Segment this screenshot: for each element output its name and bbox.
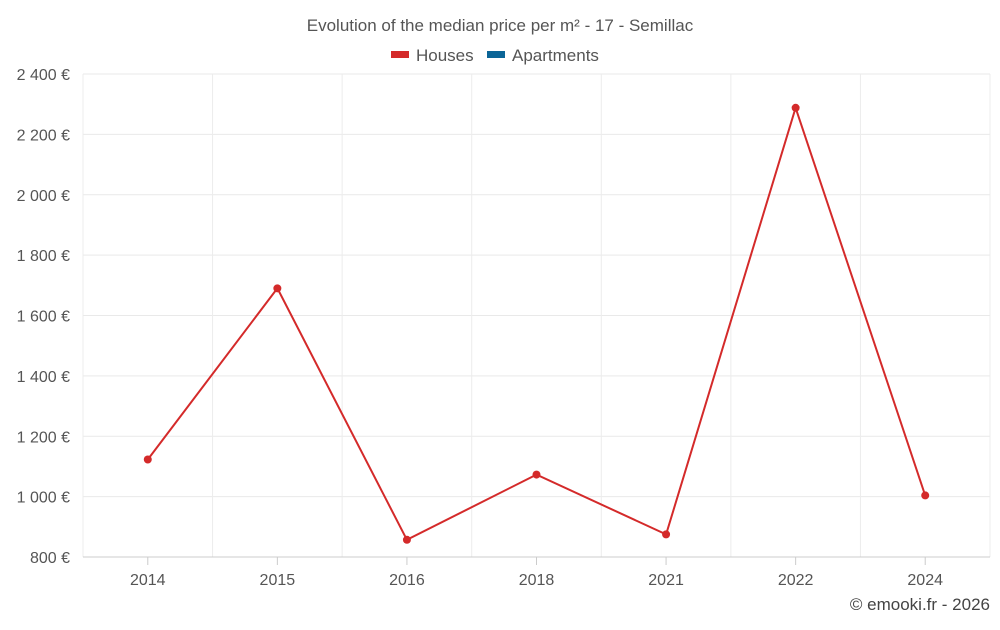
data-point-houses[interactable]	[791, 103, 800, 112]
grid	[82, 73, 991, 557]
y-tick-label: 2 200 €	[17, 127, 70, 144]
axes: 800 € 1 000 € 1 200 € 1 400 € 1 600 € 1 800 €…	[17, 67, 990, 589]
legend-swatch-apartments	[487, 51, 505, 58]
legend-item-houses[interactable]: Houses	[391, 46, 474, 65]
x-tick-label: 2016	[389, 572, 425, 589]
x-tick-label: 2022	[778, 572, 814, 589]
y-tick-label: 2 000 €	[17, 188, 70, 205]
data-point-houses[interactable]	[532, 470, 541, 479]
x-tick-label: 2015	[260, 572, 296, 589]
data-point-houses[interactable]	[662, 530, 671, 539]
data-point-houses[interactable]	[402, 535, 411, 544]
legend-label-apartments: Apartments	[512, 46, 599, 65]
series	[143, 103, 930, 544]
data-point-houses[interactable]	[273, 284, 282, 293]
x-tick-label: 2014	[130, 572, 166, 589]
x-tick-label: 2018	[519, 572, 555, 589]
legend: Houses Apartments	[391, 46, 599, 65]
y-tick-label: 1 600 €	[17, 309, 70, 326]
y-tick-label: 1 000 €	[17, 490, 70, 507]
copyright-credit: © emooki.fr - 2026	[850, 595, 990, 614]
chart-title: Evolution of the median price per m² - 1…	[307, 16, 694, 35]
y-tick-label: 2 400 €	[17, 67, 70, 84]
y-tick-label: 1 200 €	[17, 429, 70, 446]
legend-item-apartments[interactable]: Apartments	[487, 46, 599, 65]
x-tick-label: 2024	[907, 572, 943, 589]
legend-label-houses: Houses	[416, 46, 474, 65]
y-tick-label: 1 800 €	[17, 248, 70, 265]
y-tick-label: 1 400 €	[17, 369, 70, 386]
y-tick-label: 800 €	[30, 550, 70, 567]
legend-swatch-houses	[391, 51, 409, 58]
x-tick-label: 2021	[648, 572, 684, 589]
data-point-houses[interactable]	[921, 491, 930, 500]
data-point-houses[interactable]	[143, 455, 152, 464]
